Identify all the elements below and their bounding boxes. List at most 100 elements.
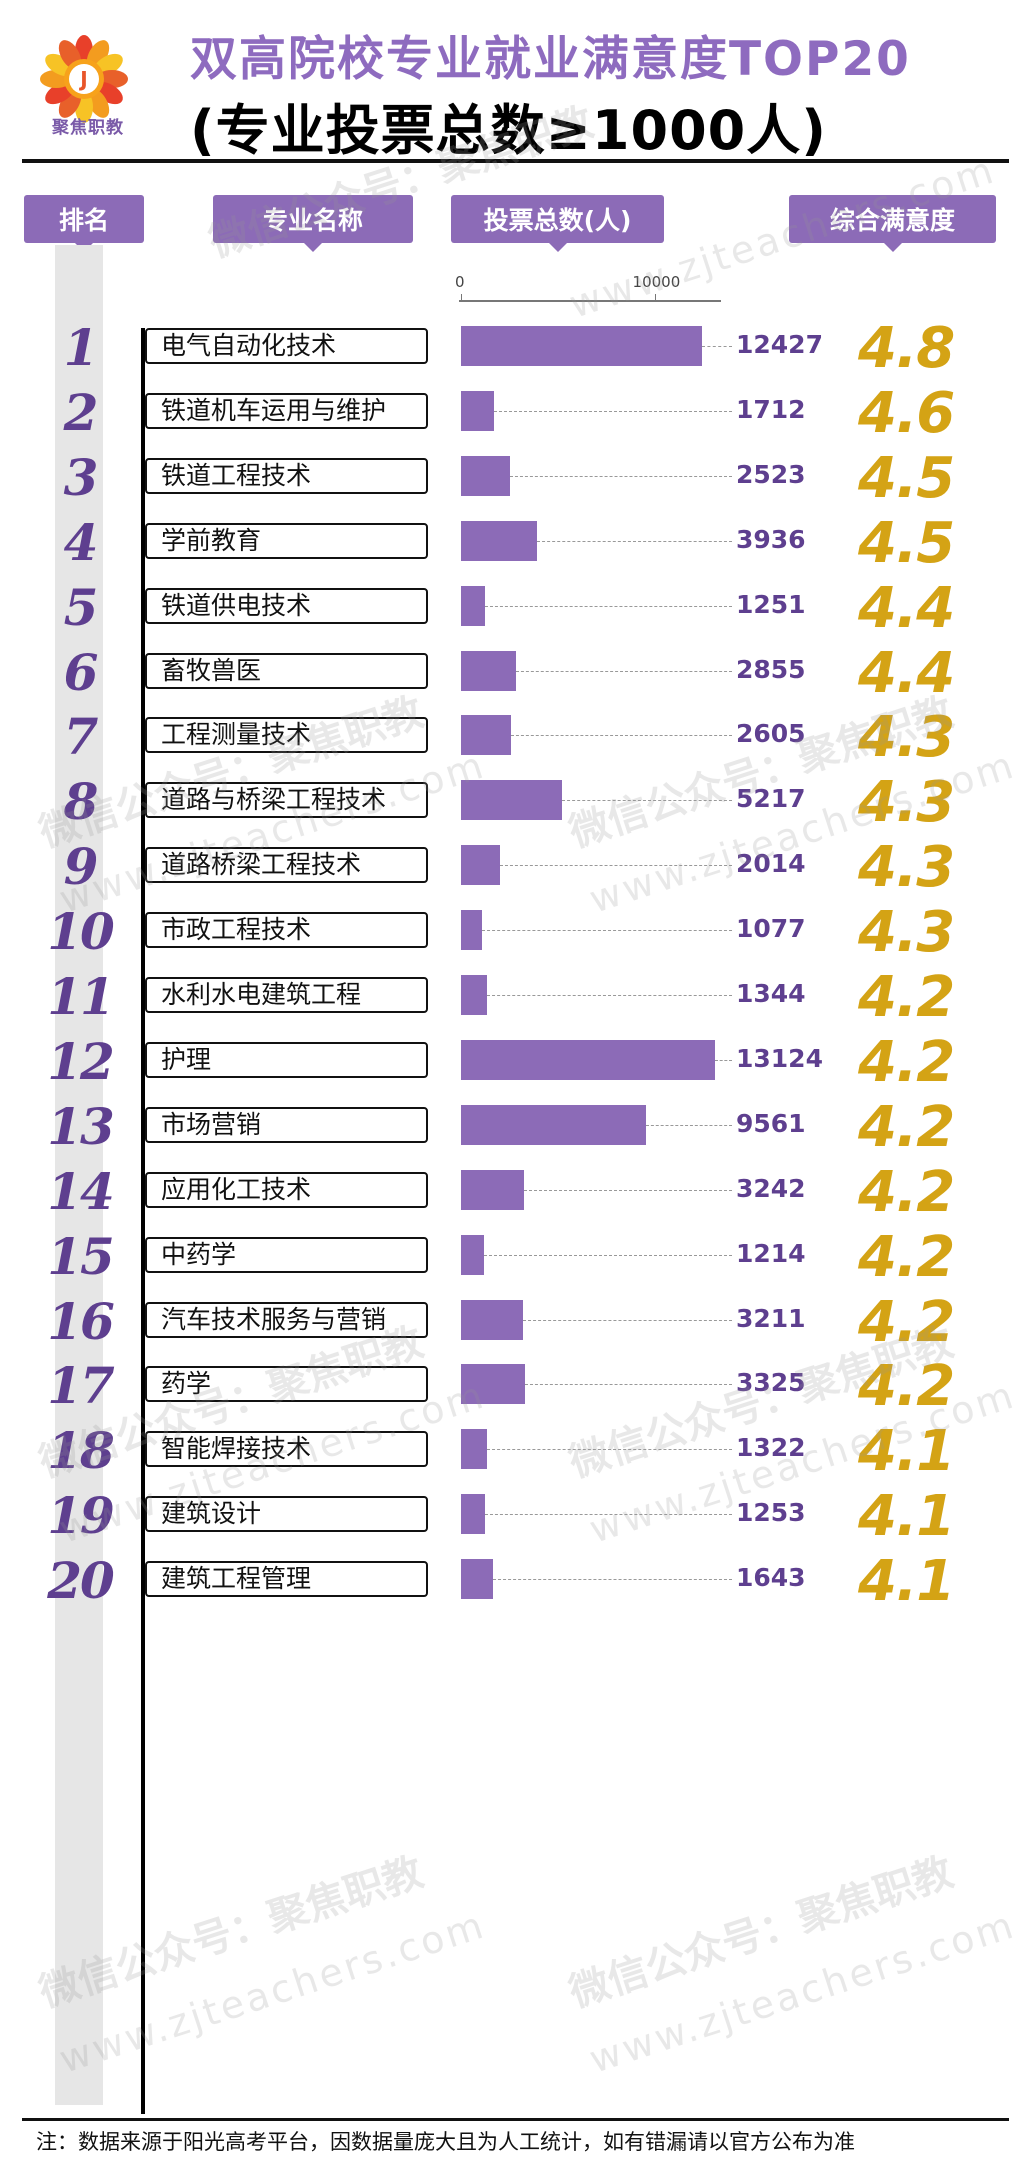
satisfaction-score: 4.3 [858,900,955,966]
rank-number: 1 [63,318,99,377]
major-name: 道路桥梁工程技术 [145,847,428,884]
satisfaction-score: 4.2 [858,1159,955,1225]
satisfaction-score: 4.6 [858,380,955,446]
votes-bar [461,650,517,691]
x-axis [459,300,721,302]
votes-value: 2605 [736,719,806,749]
major-name: 智能焊接技术 [145,1431,428,1468]
leader-line [715,1059,732,1061]
major-name: 水利水电建筑工程 [145,977,428,1013]
table-row: 15 中药学 1214 4.2 [0,1225,1031,1290]
votes-bar [461,845,500,886]
table-row: 1 电气自动化技术 12427 4.8 [0,316,1031,381]
major-name: 学前教育 [145,522,428,559]
votes-bar [461,1169,524,1210]
votes-bar [461,715,512,756]
rank-number: 16 [47,1291,115,1351]
satisfaction-score: 4.5 [858,445,955,511]
table-row: 3 铁道工程技术 2523 4.5 [0,446,1031,511]
vertical-axis-line [141,328,145,2114]
votes-bar [461,1429,487,1470]
page-title: 双高院校专业就业满意度TOP20 [190,32,911,87]
leader-line [492,1579,732,1581]
satisfaction-score: 4.1 [858,1419,955,1485]
table-row: 7 工程测量技术 2605 4.3 [0,705,1031,770]
table-row: 17 药学 3325 4.2 [0,1354,1031,1419]
votes-value: 1077 [736,914,806,944]
major-name: 铁道机车运用与维护 [145,392,428,429]
votes-value: 1214 [736,1238,806,1268]
votes-bar [461,1559,493,1600]
rank-number: 4 [63,512,99,572]
satisfaction-score: 4.4 [858,575,955,641]
leader-line [486,1449,732,1451]
major-name: 药学 [145,1366,428,1403]
major-name: 应用化工技术 [145,1171,428,1208]
table-row: 19 建筑设计 1253 4.1 [0,1484,1031,1549]
brand-logo: J [40,35,128,123]
header-votes: 投票总数(人) [451,195,664,252]
votes-value: 3936 [736,524,806,554]
logo-text: 聚焦职教 [52,118,124,138]
votes-bar [461,1299,524,1340]
leader-line [485,1514,732,1516]
leader-line [499,865,732,867]
satisfaction-score: 4.2 [858,1029,955,1095]
watermark-text: 微信公众号：聚焦职教 [563,1849,959,2017]
rank-number: 17 [47,1356,115,1416]
rank-number: 11 [47,967,115,1026]
satisfaction-score: 4.4 [858,640,955,706]
satisfaction-score: 4.3 [858,770,955,836]
votes-bar [461,1234,485,1275]
leader-line [484,1254,732,1256]
major-name: 建筑工程管理 [145,1561,428,1598]
votes-value: 1322 [736,1433,806,1463]
votes-value: 2855 [736,654,806,684]
leader-line [487,995,732,996]
major-name: 畜牧兽医 [145,652,428,689]
rank-number: 2 [63,382,99,442]
votes-value: 3242 [736,1173,806,1203]
table-row: 10 市政工程技术 1077 4.3 [0,900,1031,965]
satisfaction-score: 4.2 [858,1289,955,1355]
x-axis-tick-10000 [654,294,656,302]
major-name: 建筑设计 [145,1496,428,1533]
leader-line [494,410,732,412]
leader-line [516,670,732,672]
rank-number: 20 [47,1551,115,1611]
major-name: 市政工程技术 [145,912,428,949]
rank-number: 14 [47,1161,115,1221]
table-row: 6 畜牧兽医 2855 4.4 [0,641,1031,706]
votes-value: 3211 [736,1303,806,1333]
table-row: 16 汽车技术服务与营销 3211 4.2 [0,1290,1031,1355]
votes-value: 1344 [736,979,806,1008]
votes-value: 2523 [736,459,806,489]
rank-number: 5 [63,577,99,637]
leader-line [523,1189,732,1191]
satisfaction-score: 4.5 [858,510,955,576]
rank-number: 19 [47,1486,115,1546]
header-major: 专业名称 [213,195,413,252]
satisfaction-score: 4.3 [858,835,955,901]
rank-number: 8 [63,772,99,832]
major-name: 道路与桥梁工程技术 [145,782,428,819]
rank-number: 3 [63,447,99,507]
rank-number: 12 [47,1031,115,1091]
rank-number: 15 [47,1226,115,1286]
major-name: 市场营销 [145,1106,428,1143]
leader-line [481,930,732,932]
page-subtitle: (专业投票总数≥1000人) [190,99,827,162]
major-name: 电气自动化技术 [145,328,428,364]
votes-bar [461,390,495,431]
votes-value: 2014 [736,849,806,879]
x-axis-tick-label-10000: 10000 [632,273,681,291]
rank-number: 18 [47,1421,115,1481]
votes-bar [461,910,482,951]
watermark-url: www.zjteachers.com [54,1902,491,2082]
bottom-divider [22,2118,1009,2121]
major-name: 护理 [145,1041,428,1078]
table-row: 9 道路桥梁工程技术 2014 4.3 [0,835,1031,900]
rank-number: 9 [63,837,99,897]
footnote: 注：数据来源于阳光高考平台，因数据量庞大且为人工统计，如有错漏请以官方公布为准 [36,2130,855,2154]
votes-value: 3325 [736,1368,806,1398]
